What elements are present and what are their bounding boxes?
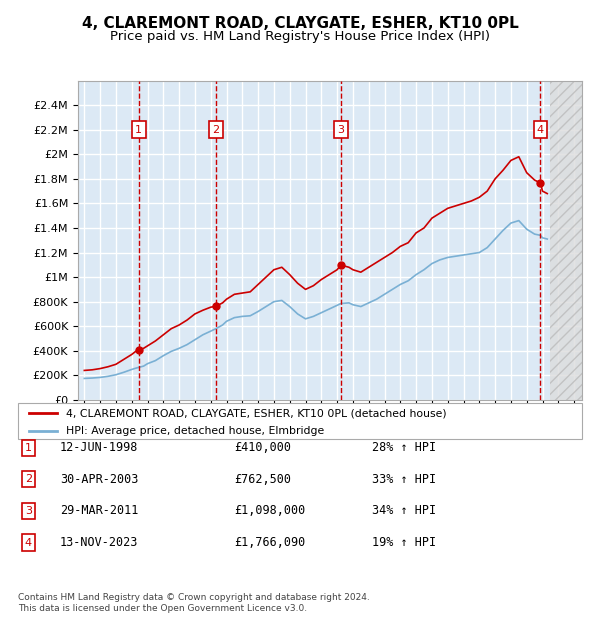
Text: 4: 4 xyxy=(25,538,32,547)
Text: 2: 2 xyxy=(25,474,32,484)
Text: Price paid vs. HM Land Registry's House Price Index (HPI): Price paid vs. HM Land Registry's House … xyxy=(110,30,490,43)
Text: £1,766,090: £1,766,090 xyxy=(234,536,305,549)
Text: 28% ↑ HPI: 28% ↑ HPI xyxy=(372,441,436,454)
Text: 12-JUN-1998: 12-JUN-1998 xyxy=(60,441,139,454)
Text: 1: 1 xyxy=(136,125,142,135)
Text: 33% ↑ HPI: 33% ↑ HPI xyxy=(372,473,436,485)
Text: 19% ↑ HPI: 19% ↑ HPI xyxy=(372,536,436,549)
Text: £1,098,000: £1,098,000 xyxy=(234,505,305,517)
Text: 29-MAR-2011: 29-MAR-2011 xyxy=(60,505,139,517)
Text: Contains HM Land Registry data © Crown copyright and database right 2024.
This d: Contains HM Land Registry data © Crown c… xyxy=(18,593,370,613)
Text: 13-NOV-2023: 13-NOV-2023 xyxy=(60,536,139,549)
Text: 30-APR-2003: 30-APR-2003 xyxy=(60,473,139,485)
Text: £762,500: £762,500 xyxy=(234,473,291,485)
Text: 4, CLAREMONT ROAD, CLAYGATE, ESHER, KT10 0PL (detached house): 4, CLAREMONT ROAD, CLAYGATE, ESHER, KT10… xyxy=(66,408,446,418)
Text: 3: 3 xyxy=(25,506,32,516)
Text: 4, CLAREMONT ROAD, CLAYGATE, ESHER, KT10 0PL: 4, CLAREMONT ROAD, CLAYGATE, ESHER, KT10… xyxy=(82,16,518,30)
Text: 3: 3 xyxy=(337,125,344,135)
Text: 4: 4 xyxy=(537,125,544,135)
Bar xyxy=(550,81,582,400)
Text: 1: 1 xyxy=(25,443,32,453)
Text: HPI: Average price, detached house, Elmbridge: HPI: Average price, detached house, Elmb… xyxy=(66,426,324,436)
Text: 2: 2 xyxy=(212,125,220,135)
Text: £410,000: £410,000 xyxy=(234,441,291,454)
FancyBboxPatch shape xyxy=(18,403,582,439)
Text: 34% ↑ HPI: 34% ↑ HPI xyxy=(372,505,436,517)
